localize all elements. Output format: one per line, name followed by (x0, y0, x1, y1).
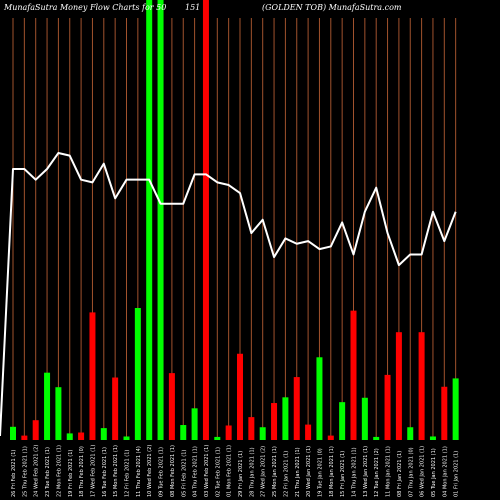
flow-bar (237, 353, 243, 440)
x-tick-label: 08 Mon Feb 2021 (1) (170, 445, 176, 497)
x-tick-label: 10 Wed Feb 2021 (2) (147, 445, 153, 497)
flow-bar (305, 424, 312, 440)
flow-bar (225, 425, 232, 440)
chart-title-left: MunafaSutra Money Flow Charts for 50 (3, 3, 166, 12)
x-tick-label: 27 Wed Jan 2021 (2) (261, 446, 267, 497)
flow-bar (429, 436, 436, 440)
x-tick-label: 13 Wed Jan 2021 (1) (363, 446, 369, 497)
x-tick-label: 19 Fri Feb 2021 (1) (68, 450, 74, 497)
flow-bar (248, 417, 255, 440)
x-tick-label: 01 Fri Jan 2021 (1) (454, 451, 460, 497)
x-tick-label: 16 Tue Feb 2021 (1) (102, 447, 108, 497)
flow-bar (271, 403, 278, 440)
money-flow-bars (10, 0, 459, 440)
x-tick-label: 08 Fri Jan 2021 (1) (397, 451, 403, 497)
x-tick-label: 17 Wed Feb 2021 (1) (90, 445, 96, 497)
flow-bar (157, 0, 164, 440)
x-tick-label: 05 Fri Feb 2021 (1) (181, 450, 187, 497)
x-tick-label: 25 Mon Jan 2021 (1) (272, 446, 278, 497)
money-flow-line (0, 151, 457, 437)
x-tick-label: 18 Mon Jan 2021 (1) (329, 446, 335, 497)
flow-bar (191, 408, 198, 440)
x-tick-label: 11 Mon Jan 2021 (1) (386, 446, 392, 497)
x-tick-label: 18 Thu Feb 2021 (0) (79, 446, 85, 497)
x-tick-label: 03 Wed Feb 2021 (1) (204, 445, 210, 497)
flow-bar (259, 427, 266, 440)
x-tick-label: 20 Wed Jan 2021 (1) (306, 446, 312, 497)
x-tick-label: 09 Tue Feb 2021 (1) (159, 447, 165, 497)
flow-bar (395, 332, 402, 440)
flow-bar (441, 386, 448, 440)
flow-bar (32, 420, 39, 440)
x-axis-tick-labels: 26 Fri Feb 2021 (1) 25 Thu Feb 2021 (1) 24… (11, 445, 460, 497)
flow-bar (100, 428, 107, 440)
flow-bar (123, 436, 130, 440)
x-tick-label: 12 Fri Feb 2021 (1) (125, 450, 131, 497)
flow-bar (66, 433, 73, 440)
x-tick-label: 29 Fri Jan 2021 (1) (238, 451, 244, 497)
flow-bar (327, 435, 334, 440)
flow-bar (112, 377, 119, 440)
flow-bar (350, 310, 357, 440)
x-tick-label: 25 Thu Feb 2021 (1) (22, 446, 28, 497)
chart-title-right: (GOLDEN TOB) MunafaSutra.com (262, 3, 402, 12)
flow-bar (10, 426, 16, 440)
x-tick-label: 02 Tue Feb 2021 (1) (215, 447, 221, 497)
flow-bar (89, 312, 96, 440)
x-tick-label: 19 Tue Jan 2021 (0) (317, 448, 323, 497)
x-tick-label: 12 Tue Jan 2021 (2) (374, 448, 380, 497)
flow-bar (316, 357, 323, 440)
flow-bar (339, 402, 346, 440)
flow-bar (78, 432, 85, 440)
flow-bar (407, 427, 414, 440)
x-tick-label: 28 Thu Jan 2021 (1) (249, 447, 255, 497)
x-tick-label: 06 Wed Jan 2021 (1) (420, 446, 426, 497)
x-tick-label: 05 Tue Jan 2021 (1) (431, 448, 437, 497)
flow-bar (452, 378, 459, 440)
x-tick-label: 14 Thu Jan 2021 (1) (352, 447, 358, 497)
flow-bar (373, 436, 380, 440)
flow-bar (293, 377, 300, 440)
chart-title-code: 151 (185, 3, 200, 12)
flow-bar (202, 0, 209, 440)
flow-bar (134, 308, 141, 440)
x-tick-label: 26 Fri Feb 2021 (1) (11, 450, 17, 497)
x-tick-label: 07 Thu Jan 2021 (0) (408, 447, 414, 497)
flow-bar (180, 425, 187, 440)
flow-bar (168, 373, 175, 440)
flow-bar (214, 436, 221, 440)
flow-bar (55, 387, 62, 440)
x-tick-label: 15 Mon Feb 2021 (1) (113, 445, 119, 497)
flow-line (0, 151, 457, 437)
x-tick-label: 04 Thu Feb 2021 (1) (193, 446, 199, 497)
x-tick-label: 15 Fri Jan 2021 (1) (340, 451, 346, 497)
flow-bar (418, 332, 425, 440)
x-tick-label: 11 Thu Feb 2021 (4) (136, 446, 142, 497)
flow-bar (361, 397, 368, 440)
x-tick-label: 01 Mon Feb 2021 (1) (227, 445, 233, 497)
flow-bar (282, 397, 289, 440)
flow-bar (44, 372, 51, 440)
x-tick-label: 24 Wed Feb 2021 (2) (34, 445, 40, 497)
flow-bar (146, 0, 153, 440)
x-tick-label: 04 Mon Jan 2021 (1) (442, 446, 448, 497)
x-tick-label: 22 Mon Feb 2021 (1) (56, 445, 62, 497)
flow-bar (384, 374, 391, 440)
flow-bar (21, 435, 28, 440)
x-tick-label: 22 Fri Jan 2021 (1) (283, 451, 289, 497)
x-tick-label: 21 Thu Jan 2021 (1) (295, 447, 301, 497)
x-tick-label: 23 Tue Feb 2021 (1) (45, 447, 51, 497)
